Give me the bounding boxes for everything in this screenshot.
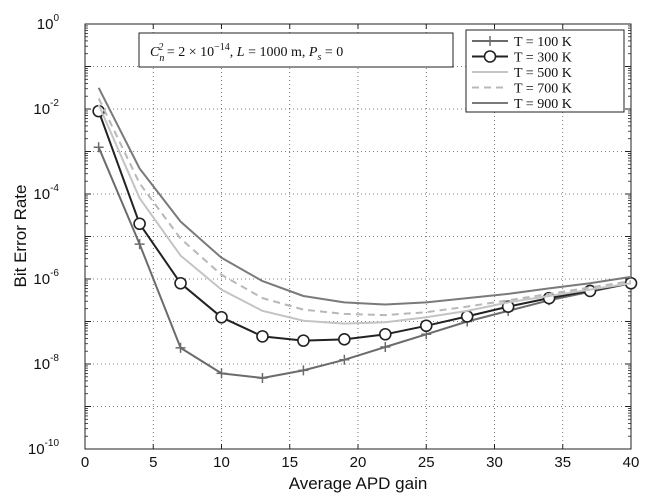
y-tick-label: 10-6 [33,268,59,288]
parameters-annotation: Cn2 = 2 × 10−14, L = 1000 m, Ps = 0 [138,32,454,68]
series-line [97,97,632,317]
series-point [174,276,187,290]
series-point [93,142,104,153]
series-layer [92,87,638,384]
series-2 [92,104,638,347]
y-tick-label: 10-4 [33,183,59,203]
series-line [97,87,632,306]
series-point [298,365,309,376]
legend-label: T = 100 K [514,35,572,50]
y-tick-exponent: 0 [53,13,59,24]
x-tick-label: 5 [149,454,157,471]
legend-entry: T = 100 K [472,35,572,50]
x-tick-label: 40 [623,454,640,471]
x-tick-label: 15 [281,454,298,471]
series-1 [93,142,636,384]
y-tick-base: 10 [33,186,50,203]
series-point [257,373,268,384]
annotation-box [138,32,454,68]
legend-marker [483,50,497,63]
series-point [460,310,474,323]
series-line [97,104,632,325]
y-tick-label: 10-2 [33,98,59,118]
legend-label: T = 900 K [514,97,572,112]
series-point [215,310,228,324]
x-tick-label: 25 [418,454,435,471]
series-point [297,334,310,347]
legend-entry: T = 300 K [472,50,572,66]
annotation-text: Cn2 = 2 × 10−14, L = 1000 m, Ps = 0 [150,42,343,64]
series-5 [97,87,632,306]
x-tick-label: 35 [554,454,571,471]
x-axis-label: Average APD gain [289,474,428,493]
series-point [419,319,433,333]
y-tick-exponent: -6 [50,268,59,279]
series-point [380,342,391,352]
y-tick-exponent: -10 [45,438,60,449]
y-tick-base: 10 [33,101,50,118]
x-tick-label: 30 [486,454,503,471]
x-tick-label: 10 [213,454,230,471]
legend-label: T = 300 K [514,51,572,66]
x-tick-label: 20 [350,454,367,471]
series-point [339,354,350,365]
y-tick-exponent: -4 [50,183,59,194]
legend: T = 100 KT = 300 KT = 500 KT = 700 KT = … [465,29,625,113]
series-line [97,146,632,379]
series-point [256,330,269,343]
legend-marker [485,36,495,46]
series-line [97,110,632,342]
y-tick-label: 10-8 [33,353,59,373]
series-point [378,327,392,341]
legend-label: T = 700 K [514,82,572,97]
legend-label: T = 500 K [514,66,572,81]
series-4 [97,97,632,317]
series-point [338,333,351,346]
y-tick-exponent: -2 [50,98,59,109]
legend-entry: T = 900 K [472,97,572,112]
series-point [175,342,186,353]
y-tick-base: 10 [28,441,45,458]
series-point [216,368,227,379]
y-tick-base: 10 [33,271,50,288]
series-3 [97,104,632,325]
y-tick-label: 100 [37,13,60,33]
x-tick-labels: 0 5 10 15 20 25 30 35 40 [81,454,640,471]
y-tick-label: 10-10 [28,438,60,458]
legend-entry: T = 500 K [472,66,572,81]
y-tick-exponent: -8 [50,353,59,364]
x-tick-label: 0 [81,454,89,471]
y-tick-base: 10 [37,16,54,33]
legend-entry: T = 700 K [472,82,572,97]
y-axis-label: Bit Error Rate [11,185,30,288]
series-point [134,239,145,250]
y-tick-base: 10 [33,356,50,373]
series-point [133,217,146,231]
